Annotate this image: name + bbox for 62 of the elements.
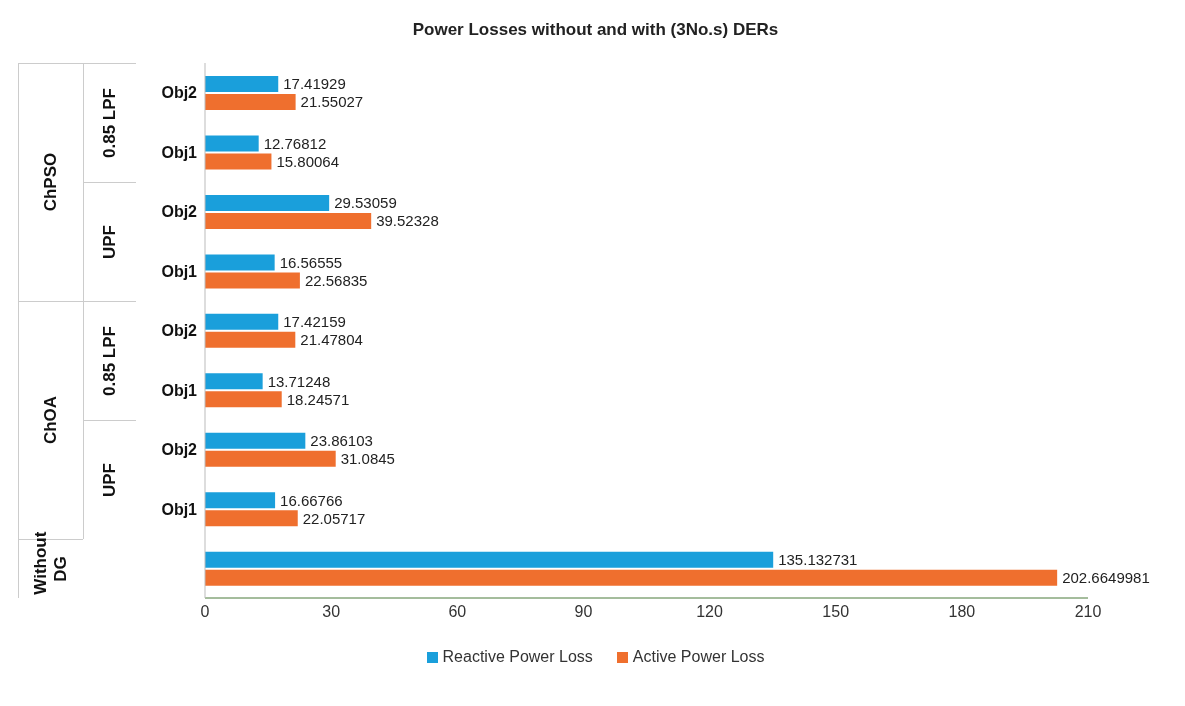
- y-tick-label: Obj1: [161, 143, 198, 161]
- bar: [205, 194, 330, 211]
- data-label: 21.55027: [300, 93, 364, 111]
- y-tick-label: Obj1: [161, 500, 198, 518]
- x-tick-label: 120: [696, 603, 724, 621]
- y-tick-label: Obj1: [161, 262, 198, 280]
- bar: [205, 272, 300, 289]
- data-label: 39.52328: [376, 212, 439, 230]
- y-tick-label: Obj2: [161, 203, 198, 221]
- x-tick-label: 60: [448, 603, 467, 621]
- legend-label: Active Power Loss: [631, 648, 765, 666]
- data-label: 135.132731: [778, 550, 858, 568]
- text: UPF: [100, 223, 120, 261]
- text: ChOA: [41, 396, 60, 445]
- data-label: 23.86103: [310, 432, 373, 450]
- bar: [205, 569, 1058, 586]
- x-tick-label: 180: [948, 603, 976, 621]
- bar: [205, 94, 296, 111]
- bar: [205, 212, 372, 229]
- x-tick-label: 30: [322, 603, 341, 621]
- bar: [205, 510, 298, 527]
- chart-title: Power Losses without and with (3No.s) DERs: [411, 20, 780, 40]
- data-label: 18.24571: [286, 390, 350, 408]
- bar: [205, 254, 275, 271]
- x-tick-label: 150: [822, 603, 850, 621]
- data-label: 22.05717: [302, 509, 366, 527]
- text: 0.85 LPF: [100, 87, 120, 160]
- bar: [205, 76, 279, 93]
- data-label: 21.47804: [300, 331, 363, 349]
- text: UPF: [100, 461, 120, 499]
- data-label: 16.56555: [279, 253, 343, 271]
- data-label: 13.71248: [267, 372, 331, 390]
- bar: [205, 135, 259, 152]
- legend-label: Reactive Power Loss: [441, 648, 593, 666]
- y-tick-label: Obj1: [161, 381, 198, 399]
- x-tick-label: 90: [574, 603, 593, 621]
- data-label: 31.0845: [340, 450, 395, 468]
- y-tick-label: Obj2: [161, 322, 198, 340]
- bar: [205, 492, 276, 509]
- text: Without DG: [31, 531, 71, 595]
- x-tick-label: 0: [200, 603, 210, 621]
- data-label: 15.80064: [276, 152, 340, 170]
- data-label: 29.53059: [334, 194, 397, 212]
- bar: [205, 432, 306, 449]
- data-label: 16.66766: [280, 491, 343, 509]
- bar: [205, 551, 774, 568]
- bar: [205, 391, 282, 408]
- data-label: 202.6649981: [1062, 568, 1150, 586]
- bar: [205, 373, 263, 390]
- data-label: 12.76812: [263, 134, 327, 152]
- y-tick-label: Obj2: [161, 84, 198, 102]
- data-label: 22.56835: [304, 271, 368, 289]
- text: ChPSO: [41, 152, 61, 214]
- data-label: 17.41929: [283, 75, 346, 93]
- bar: [205, 450, 336, 467]
- bar: [205, 153, 272, 170]
- y-tick-label: Obj2: [161, 441, 198, 459]
- data-label: 17.42159: [283, 313, 346, 331]
- bar: [205, 331, 296, 348]
- text: 0.85 LPF: [100, 324, 120, 398]
- bar: [205, 313, 279, 330]
- x-tick-label: 210: [1074, 603, 1102, 621]
